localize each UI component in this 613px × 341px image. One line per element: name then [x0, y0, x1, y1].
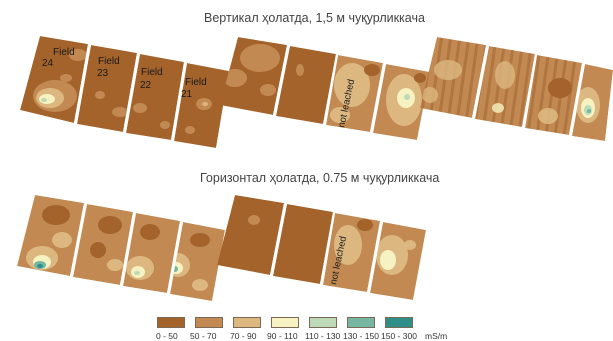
- field-21-map: [174, 63, 229, 148]
- field-21-label: Field: [185, 77, 207, 88]
- field-21-map: [373, 64, 430, 140]
- field-22-map: [123, 213, 180, 293]
- field-22-label: Field: [141, 67, 163, 78]
- field-22-map: [323, 213, 380, 292]
- field-22-map: [126, 54, 184, 140]
- legend-label-6: 130 - 150: [343, 331, 379, 341]
- legend-label-1: 0 - 50: [156, 331, 178, 341]
- field-21-map: [370, 222, 426, 300]
- title-horizontal: Горизонтал ҳолатда, 0.75 м чуқурликкача: [200, 171, 440, 185]
- field-22-map: [326, 55, 383, 132]
- field-23-number: 23: [97, 68, 109, 79]
- field-23-label: Field: [98, 56, 120, 67]
- legend-label-7: 150 - 300: [381, 331, 417, 341]
- map-panel-vertical-1: [20, 36, 229, 148]
- field-23-map: [77, 45, 137, 132]
- field-24-map: [420, 37, 486, 118]
- field-24-number: 24: [42, 58, 54, 69]
- legend-label-5: 110 - 130: [305, 331, 341, 341]
- field-21-number: 21: [181, 89, 193, 100]
- legend-swatch-4: [271, 317, 299, 328]
- legend-label-3: 70 - 90: [230, 331, 257, 341]
- legend-swatch-6: [347, 317, 375, 328]
- legend-label-4: 90 - 110: [267, 331, 298, 341]
- field-24-map: [220, 37, 287, 115]
- field-21-map: [572, 64, 613, 141]
- field-24-map: [217, 195, 284, 275]
- legend-swatch-3: [233, 317, 261, 328]
- field-23-map: [276, 46, 336, 124]
- field-22-map: [525, 55, 582, 135]
- field-24-map: [20, 36, 88, 123]
- legend-label-2: 50 - 70: [190, 331, 217, 341]
- field-23-map: [73, 204, 133, 285]
- legend-swatch-1: [157, 317, 185, 328]
- title-vertical: Вертикал ҳолатда, 1,5 м чуқурликкача: [204, 11, 425, 25]
- legend-swatch-5: [309, 317, 337, 328]
- legend-swatch-2: [195, 317, 223, 328]
- field-23-map: [475, 46, 535, 127]
- map-panel-vertical-3: [420, 37, 613, 141]
- map-panel-vertical-2: [220, 37, 430, 140]
- legend-swatch-7: [385, 317, 413, 328]
- legend-unit: mS/m: [425, 331, 448, 341]
- field-22-number: 22: [140, 80, 152, 91]
- field-23-map: [273, 204, 333, 284]
- field-24-label: Field: [53, 47, 75, 58]
- map-panel-horizontal-1: [17, 195, 225, 301]
- field-24-map: [17, 195, 84, 276]
- map-panel-horizontal-2: [217, 195, 426, 300]
